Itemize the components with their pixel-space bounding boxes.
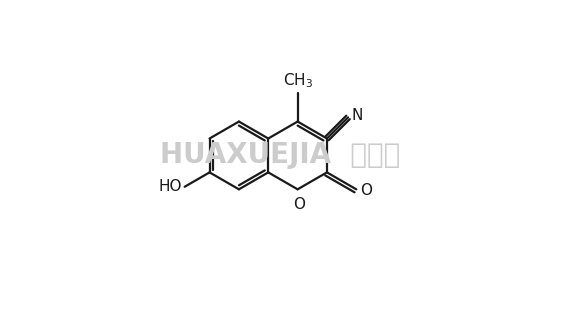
Text: HUAXUEJIA  化学加: HUAXUEJIA 化学加 [160,141,400,170]
Text: HO: HO [158,179,182,194]
Text: O: O [360,183,372,197]
Text: O: O [293,197,305,212]
Text: N: N [352,108,363,124]
Text: CH$_3$: CH$_3$ [283,72,312,91]
